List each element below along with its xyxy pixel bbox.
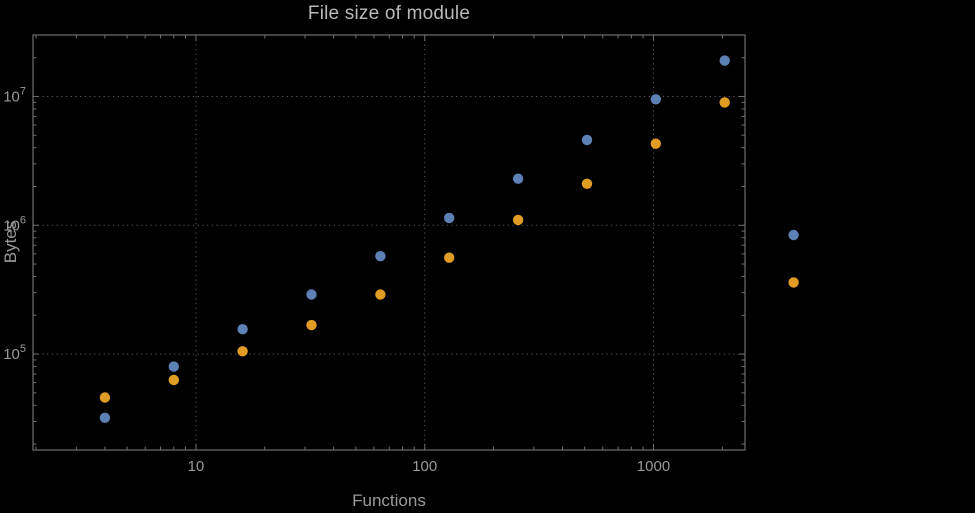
data-point-series-2 — [650, 138, 661, 149]
x-axis-label: Functions — [352, 491, 426, 510]
x-tick-label: 100 — [412, 458, 437, 475]
data-point-series-1 — [581, 134, 593, 146]
data-point-series-2 — [788, 277, 799, 288]
data-point-series-2 — [237, 346, 248, 357]
data-point-series-1 — [512, 173, 524, 184]
data-point-series-1 — [719, 55, 730, 66]
data-point-series-2 — [719, 97, 730, 108]
data-point-series-2 — [306, 319, 317, 331]
data-point-series-1 — [444, 212, 455, 224]
data-point-series-2 — [581, 178, 593, 189]
y-tick-label: 105 — [3, 343, 26, 363]
y-tick-label: 106 — [3, 214, 26, 234]
x-tick-label: 10 — [188, 458, 205, 475]
plot-title: File size of module — [307, 3, 471, 24]
data-point-series-2 — [444, 252, 455, 263]
x-tick-label: 1000 — [637, 458, 670, 475]
plot-frame — [32, 34, 746, 451]
data-point-series-1 — [99, 412, 111, 423]
data-point-series-2 — [512, 214, 524, 226]
data-point-series-2 — [99, 392, 111, 403]
data-point-series-1 — [306, 289, 317, 300]
data-point-series-1 — [168, 361, 179, 372]
data-point-series-1 — [375, 251, 386, 262]
data-point-series-1 — [788, 229, 799, 241]
data-point-series-2 — [375, 289, 386, 300]
y-tick-label: 107 — [3, 85, 26, 105]
data-point-series-1 — [650, 94, 661, 105]
data-point-series-2 — [168, 374, 179, 386]
data-point-series-1 — [237, 324, 248, 335]
